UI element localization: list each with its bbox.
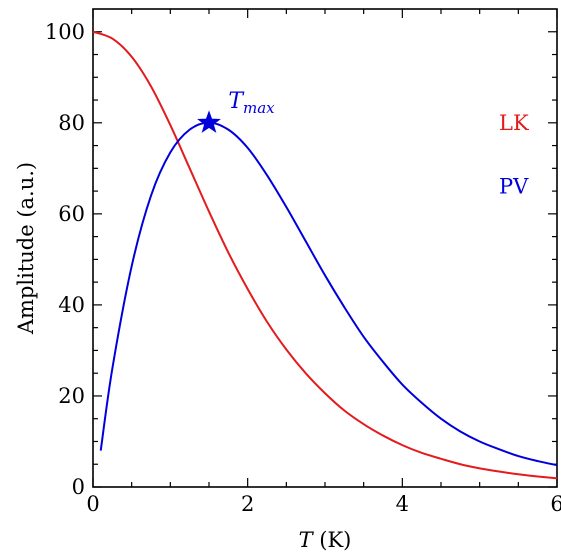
plot-area (92, 8, 558, 488)
x-tick-label: 0 (86, 492, 99, 516)
y-tick-label: 40 (58, 293, 85, 317)
series-line-pv (99, 121, 558, 467)
y-tick-label: 100 (45, 20, 85, 44)
series-label-lk: LK (499, 111, 529, 135)
y-tick-label: 80 (58, 111, 85, 135)
x-axis-title: T (K) (299, 528, 352, 552)
annotations: Tmax LK PV (197, 89, 529, 199)
tmax-annotation-subscript: max (243, 99, 275, 117)
tmax-annotation: Tmax (228, 89, 275, 117)
y-tick-label: 0 (72, 475, 85, 499)
plot-frame (92, 8, 558, 488)
series-layer (92, 30, 558, 480)
y-axis-title: Amplitude (a.u.) (14, 162, 38, 335)
y-tick-label: 20 (58, 384, 85, 408)
axis-labels: T (K) Amplitude (a.u.) (14, 162, 351, 552)
x-tick-label: 2 (241, 492, 254, 516)
x-tick-label: 6 (550, 492, 561, 516)
x-tick-label: 4 (396, 492, 409, 516)
y-tick-label: 60 (58, 202, 85, 226)
series-line-lk (92, 30, 558, 480)
tmax-annotation-main: T (228, 89, 245, 114)
tmax-star-marker (197, 110, 221, 133)
x-axis-title-variable: T (299, 528, 315, 552)
x-axis-title-unit: (K) (313, 528, 352, 552)
series-label-pv: PV (499, 175, 529, 199)
